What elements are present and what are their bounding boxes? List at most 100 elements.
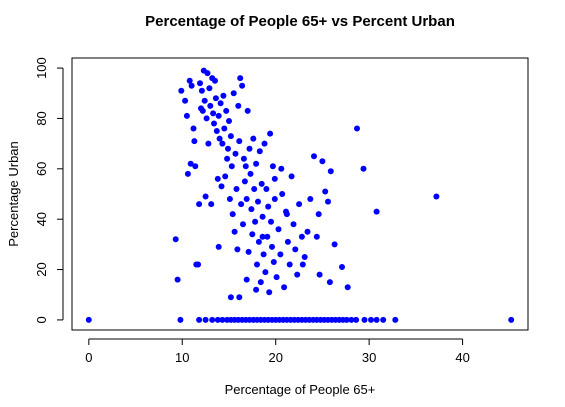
data-point <box>284 238 291 245</box>
data-point <box>212 77 218 84</box>
data-point <box>260 251 267 258</box>
data-point <box>207 102 214 109</box>
data-point <box>215 243 222 250</box>
data-point <box>315 211 322 218</box>
data-point <box>247 170 254 177</box>
data-point <box>392 316 399 323</box>
data-point <box>201 97 208 104</box>
data-point <box>231 228 238 235</box>
data-point <box>262 269 269 276</box>
data-point <box>257 279 264 286</box>
points-layer <box>85 67 515 323</box>
data-point <box>261 140 268 147</box>
data-point <box>249 231 256 238</box>
data-point <box>235 102 242 109</box>
data-point <box>246 145 253 152</box>
data-point <box>265 203 272 210</box>
data-point <box>271 175 278 182</box>
data-point <box>508 316 515 323</box>
data-point <box>361 316 368 323</box>
data-point <box>286 261 293 268</box>
data-point <box>187 160 194 167</box>
data-point <box>214 175 221 182</box>
data-point <box>254 261 260 268</box>
data-point <box>353 316 360 323</box>
data-point <box>325 198 331 205</box>
data-point <box>219 316 226 323</box>
data-point <box>212 95 219 102</box>
data-point <box>208 201 215 208</box>
data-point <box>256 148 263 155</box>
data-point <box>196 201 203 208</box>
data-point <box>172 236 179 243</box>
data-point <box>209 316 216 323</box>
data-point <box>227 133 234 140</box>
data-point <box>234 246 241 253</box>
data-point <box>275 226 282 233</box>
data-point <box>279 191 286 197</box>
x-tick-label: 0 <box>85 350 92 365</box>
data-point <box>380 316 387 323</box>
data-point <box>243 276 250 283</box>
data-point <box>205 140 212 147</box>
data-point <box>183 112 190 119</box>
data-point <box>240 155 247 162</box>
data-point <box>316 271 323 278</box>
data-point <box>226 118 232 124</box>
data-point <box>294 271 301 278</box>
data-point <box>177 316 184 323</box>
data-point <box>221 125 228 132</box>
data-point <box>217 100 224 107</box>
x-tick-label: 20 <box>268 350 282 365</box>
data-point <box>85 316 92 323</box>
data-point <box>233 186 240 192</box>
data-point <box>236 138 243 145</box>
data-point <box>259 213 266 220</box>
data-point <box>204 70 211 77</box>
y-tick-label: 100 <box>34 57 49 79</box>
data-point <box>360 165 367 172</box>
y-tick-label: 60 <box>34 162 49 176</box>
data-point <box>229 211 236 218</box>
data-point <box>199 107 206 114</box>
data-point <box>237 75 244 82</box>
x-axis: 0 10 20 30 40 <box>85 338 470 365</box>
data-point <box>268 218 274 225</box>
data-point <box>224 155 231 162</box>
data-point <box>290 221 297 228</box>
data-point <box>373 316 380 323</box>
data-point <box>206 85 213 92</box>
data-point <box>307 196 314 202</box>
data-point <box>196 316 203 323</box>
data-point <box>230 90 237 97</box>
data-point <box>242 163 249 170</box>
y-axis: 0 20 40 60 80 100 <box>34 57 64 324</box>
data-point <box>288 173 295 180</box>
data-point <box>223 107 230 114</box>
data-point <box>299 261 306 268</box>
data-point <box>259 233 266 240</box>
data-point <box>301 254 308 260</box>
data-point <box>253 160 260 167</box>
data-point <box>236 294 243 301</box>
data-point <box>214 316 221 323</box>
data-point <box>298 233 305 240</box>
data-point <box>211 120 217 127</box>
chart-title: Percentage of People 65+ vs Percent Urba… <box>145 13 455 30</box>
data-point <box>186 77 193 84</box>
data-point <box>188 82 195 89</box>
data-point <box>215 112 222 119</box>
data-point <box>219 140 226 147</box>
data-point <box>192 163 199 170</box>
data-point <box>226 196 233 202</box>
x-tick-label: 40 <box>455 350 469 365</box>
data-point <box>433 193 440 200</box>
data-point <box>244 107 251 114</box>
data-point <box>184 170 191 177</box>
data-point <box>373 208 380 215</box>
data-point <box>348 316 355 323</box>
data-point <box>222 173 229 180</box>
data-point <box>283 211 290 218</box>
data-point <box>319 158 326 165</box>
